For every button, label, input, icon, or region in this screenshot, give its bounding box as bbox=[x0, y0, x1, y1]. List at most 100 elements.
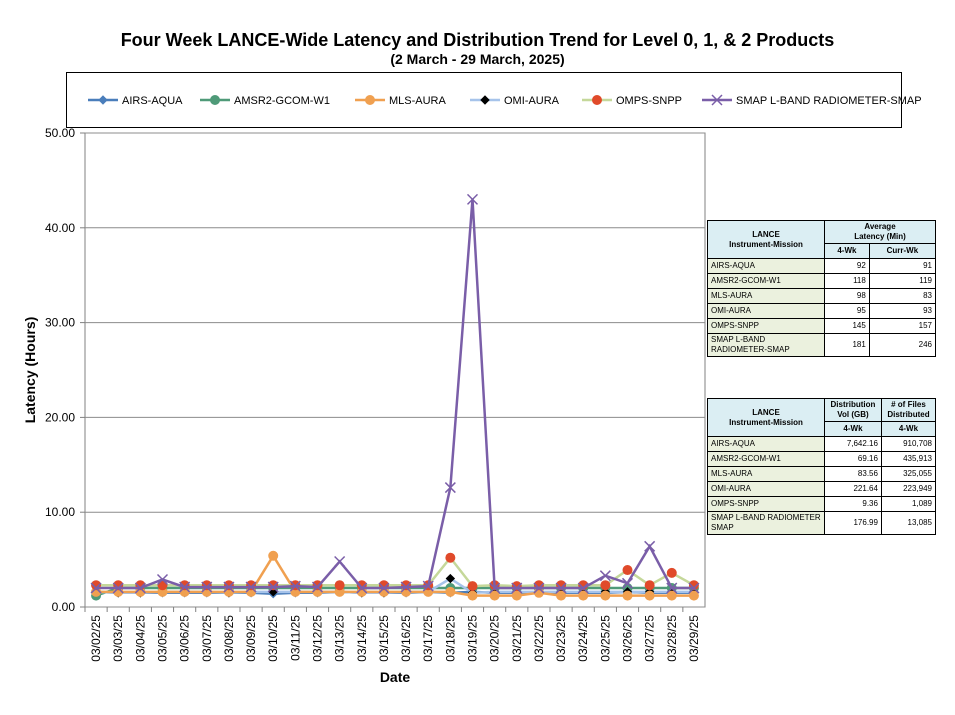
dist-table-cell-value2: 1,089 bbox=[880, 496, 937, 512]
y-tick-label: 10.00 bbox=[45, 505, 75, 519]
dist-table-cell-mission: SMAP L-BAND RADIOMETER SMAP bbox=[707, 511, 825, 535]
latency-table-row: MLS-AURA 98 83 bbox=[707, 288, 937, 304]
data-point-series-5 bbox=[533, 582, 545, 594]
x-tick-label: 03/19/25 bbox=[466, 615, 480, 662]
data-point-series-5 bbox=[201, 581, 213, 593]
y-tick-label: 30.00 bbox=[45, 316, 75, 330]
data-point-series-5 bbox=[489, 582, 501, 594]
legend-marker bbox=[711, 94, 723, 106]
y-tick-label: 20.00 bbox=[45, 410, 75, 424]
legend-marker bbox=[210, 95, 220, 105]
x-tick-label: 03/14/25 bbox=[355, 615, 369, 662]
x-tick-label: 03/05/25 bbox=[156, 615, 170, 662]
data-point-series-5 bbox=[688, 582, 700, 594]
data-point-series-2 bbox=[622, 590, 633, 601]
legend-marker bbox=[98, 95, 108, 105]
dist-table-cell-value1: 9.36 bbox=[824, 496, 882, 512]
data-point-series-2 bbox=[600, 590, 611, 601]
x-tick-label: 03/24/25 bbox=[576, 615, 590, 662]
x-tick-label: 03/17/25 bbox=[421, 615, 435, 662]
legend-label: OMI-AURA bbox=[504, 95, 560, 107]
latency-table-cell-value2: 91 bbox=[868, 258, 937, 274]
latency-table-cell-mission: OMPS-SNPP bbox=[707, 318, 825, 334]
data-point-series-5 bbox=[644, 540, 656, 552]
dist-table-header-mission: LANCE Instrument-Mission bbox=[707, 398, 825, 437]
latency-table-header-mission: LANCE Instrument-Mission bbox=[707, 220, 825, 259]
dist-table-row: OMPS-SNPP 9.36 1,089 bbox=[707, 496, 937, 512]
latency-table-cell-mission: AMSR2-GCOM-W1 bbox=[707, 273, 825, 289]
x-tick-label: 03/08/25 bbox=[222, 615, 236, 662]
data-point-series-2 bbox=[511, 590, 522, 601]
x-tick-label: 03/22/25 bbox=[532, 615, 546, 662]
x-tick-label: 03/20/25 bbox=[488, 615, 502, 662]
dist-table-sub-files: 4-Wk bbox=[880, 421, 937, 437]
data-point-series-5 bbox=[223, 581, 235, 593]
dist-table-cell-value1: 83.56 bbox=[824, 466, 882, 482]
x-tick-label: 03/11/25 bbox=[288, 615, 302, 661]
latency-table-row: OMI-AURA 95 93 bbox=[707, 303, 937, 319]
data-point-series-4 bbox=[268, 580, 279, 591]
legend-label: SMAP L-BAND RADIOMETER-SMAP bbox=[736, 95, 922, 107]
x-tick-label: 03/26/25 bbox=[621, 615, 635, 662]
data-point-series-4 bbox=[334, 580, 345, 591]
x-tick-label: 03/28/25 bbox=[665, 615, 679, 662]
legend-marker bbox=[365, 95, 375, 105]
dist-table-row: AMSR2-GCOM-W1 69.16 435,913 bbox=[707, 451, 937, 467]
dist-table-cell-mission: OMPS-SNPP bbox=[707, 496, 825, 512]
data-point-series-5 bbox=[334, 555, 346, 568]
dist-table-row: MLS-AURA 83.56 325,055 bbox=[707, 466, 937, 482]
data-point-series-5 bbox=[555, 582, 567, 594]
latency-table-row: OMPS-SNPP 145 157 bbox=[707, 318, 937, 334]
legend-label: MLS-AURA bbox=[389, 95, 447, 107]
data-point-series-5 bbox=[112, 582, 124, 594]
x-tick-label: 03/04/25 bbox=[133, 615, 147, 662]
x-tick-label: 03/12/25 bbox=[311, 615, 325, 662]
x-tick-label: 03/23/25 bbox=[554, 615, 568, 662]
data-point-series-4 bbox=[223, 580, 234, 591]
latency-table-row: AIRS-AQUA 92 91 bbox=[707, 258, 937, 274]
data-point-series-4 bbox=[201, 580, 212, 591]
x-tick-label: 03/07/25 bbox=[200, 615, 214, 662]
data-point-series-4 bbox=[467, 581, 478, 592]
dist-table-cell-value1: 221.64 bbox=[824, 481, 882, 497]
latency-table-cell-mission: MLS-AURA bbox=[707, 288, 825, 304]
data-point-series-5 bbox=[311, 581, 324, 593]
data-point-series-4 bbox=[511, 581, 522, 592]
data-point-series-2 bbox=[688, 590, 699, 601]
latency-table-cell-value2: 157 bbox=[868, 318, 937, 334]
data-point-series-5 bbox=[378, 582, 390, 594]
dist-table-cell-value2: 13,085 bbox=[880, 511, 937, 535]
distribution-table: LANCE Instrument-Mission Distribution Vo… bbox=[707, 398, 937, 535]
x-tick-label: 03/13/25 bbox=[333, 615, 347, 662]
data-point-series-5 bbox=[267, 581, 279, 593]
dist-table-cell-mission: MLS-AURA bbox=[707, 466, 825, 482]
data-point-series-5 bbox=[289, 580, 301, 592]
data-point-series-2 bbox=[578, 590, 589, 601]
data-point-series-5 bbox=[134, 582, 146, 594]
legend-marker bbox=[480, 95, 490, 105]
legend-marker bbox=[592, 95, 602, 105]
latency-table-cell-value1: 181 bbox=[824, 333, 870, 357]
y-tick-label: 50.00 bbox=[45, 126, 75, 140]
latency-table-row: SMAP L-BAND RADIOMETER-SMAP 181 246 bbox=[707, 333, 937, 357]
data-point-series-5 bbox=[156, 573, 169, 586]
x-tick-label: 03/10/25 bbox=[266, 615, 280, 662]
dist-table-sub-vol: 4-Wk bbox=[824, 421, 882, 437]
latency-table-cell-mission: AIRS-AQUA bbox=[707, 258, 825, 274]
data-point-series-2 bbox=[445, 586, 456, 597]
dist-table-row: AIRS-AQUA 7,642.16 910,708 bbox=[707, 436, 937, 452]
x-tick-label: 03/21/25 bbox=[510, 615, 524, 662]
data-point-series-5 bbox=[422, 580, 434, 592]
latency-table-cell-value1: 118 bbox=[824, 273, 870, 289]
data-point-series-2 bbox=[268, 550, 279, 561]
x-tick-label: 03/09/25 bbox=[244, 615, 258, 662]
x-tick-label: 03/02/25 bbox=[89, 615, 103, 662]
data-point-series-5 bbox=[577, 582, 589, 594]
series-line-5 bbox=[96, 199, 694, 590]
latency-table-cell-value2: 83 bbox=[868, 288, 937, 304]
x-axis-label: Date bbox=[380, 669, 411, 685]
y-tick-label: 0.00 bbox=[52, 600, 76, 614]
x-tick-label: 03/25/25 bbox=[598, 615, 612, 662]
data-point-series-5 bbox=[90, 582, 102, 594]
data-point-series-5 bbox=[511, 582, 523, 594]
